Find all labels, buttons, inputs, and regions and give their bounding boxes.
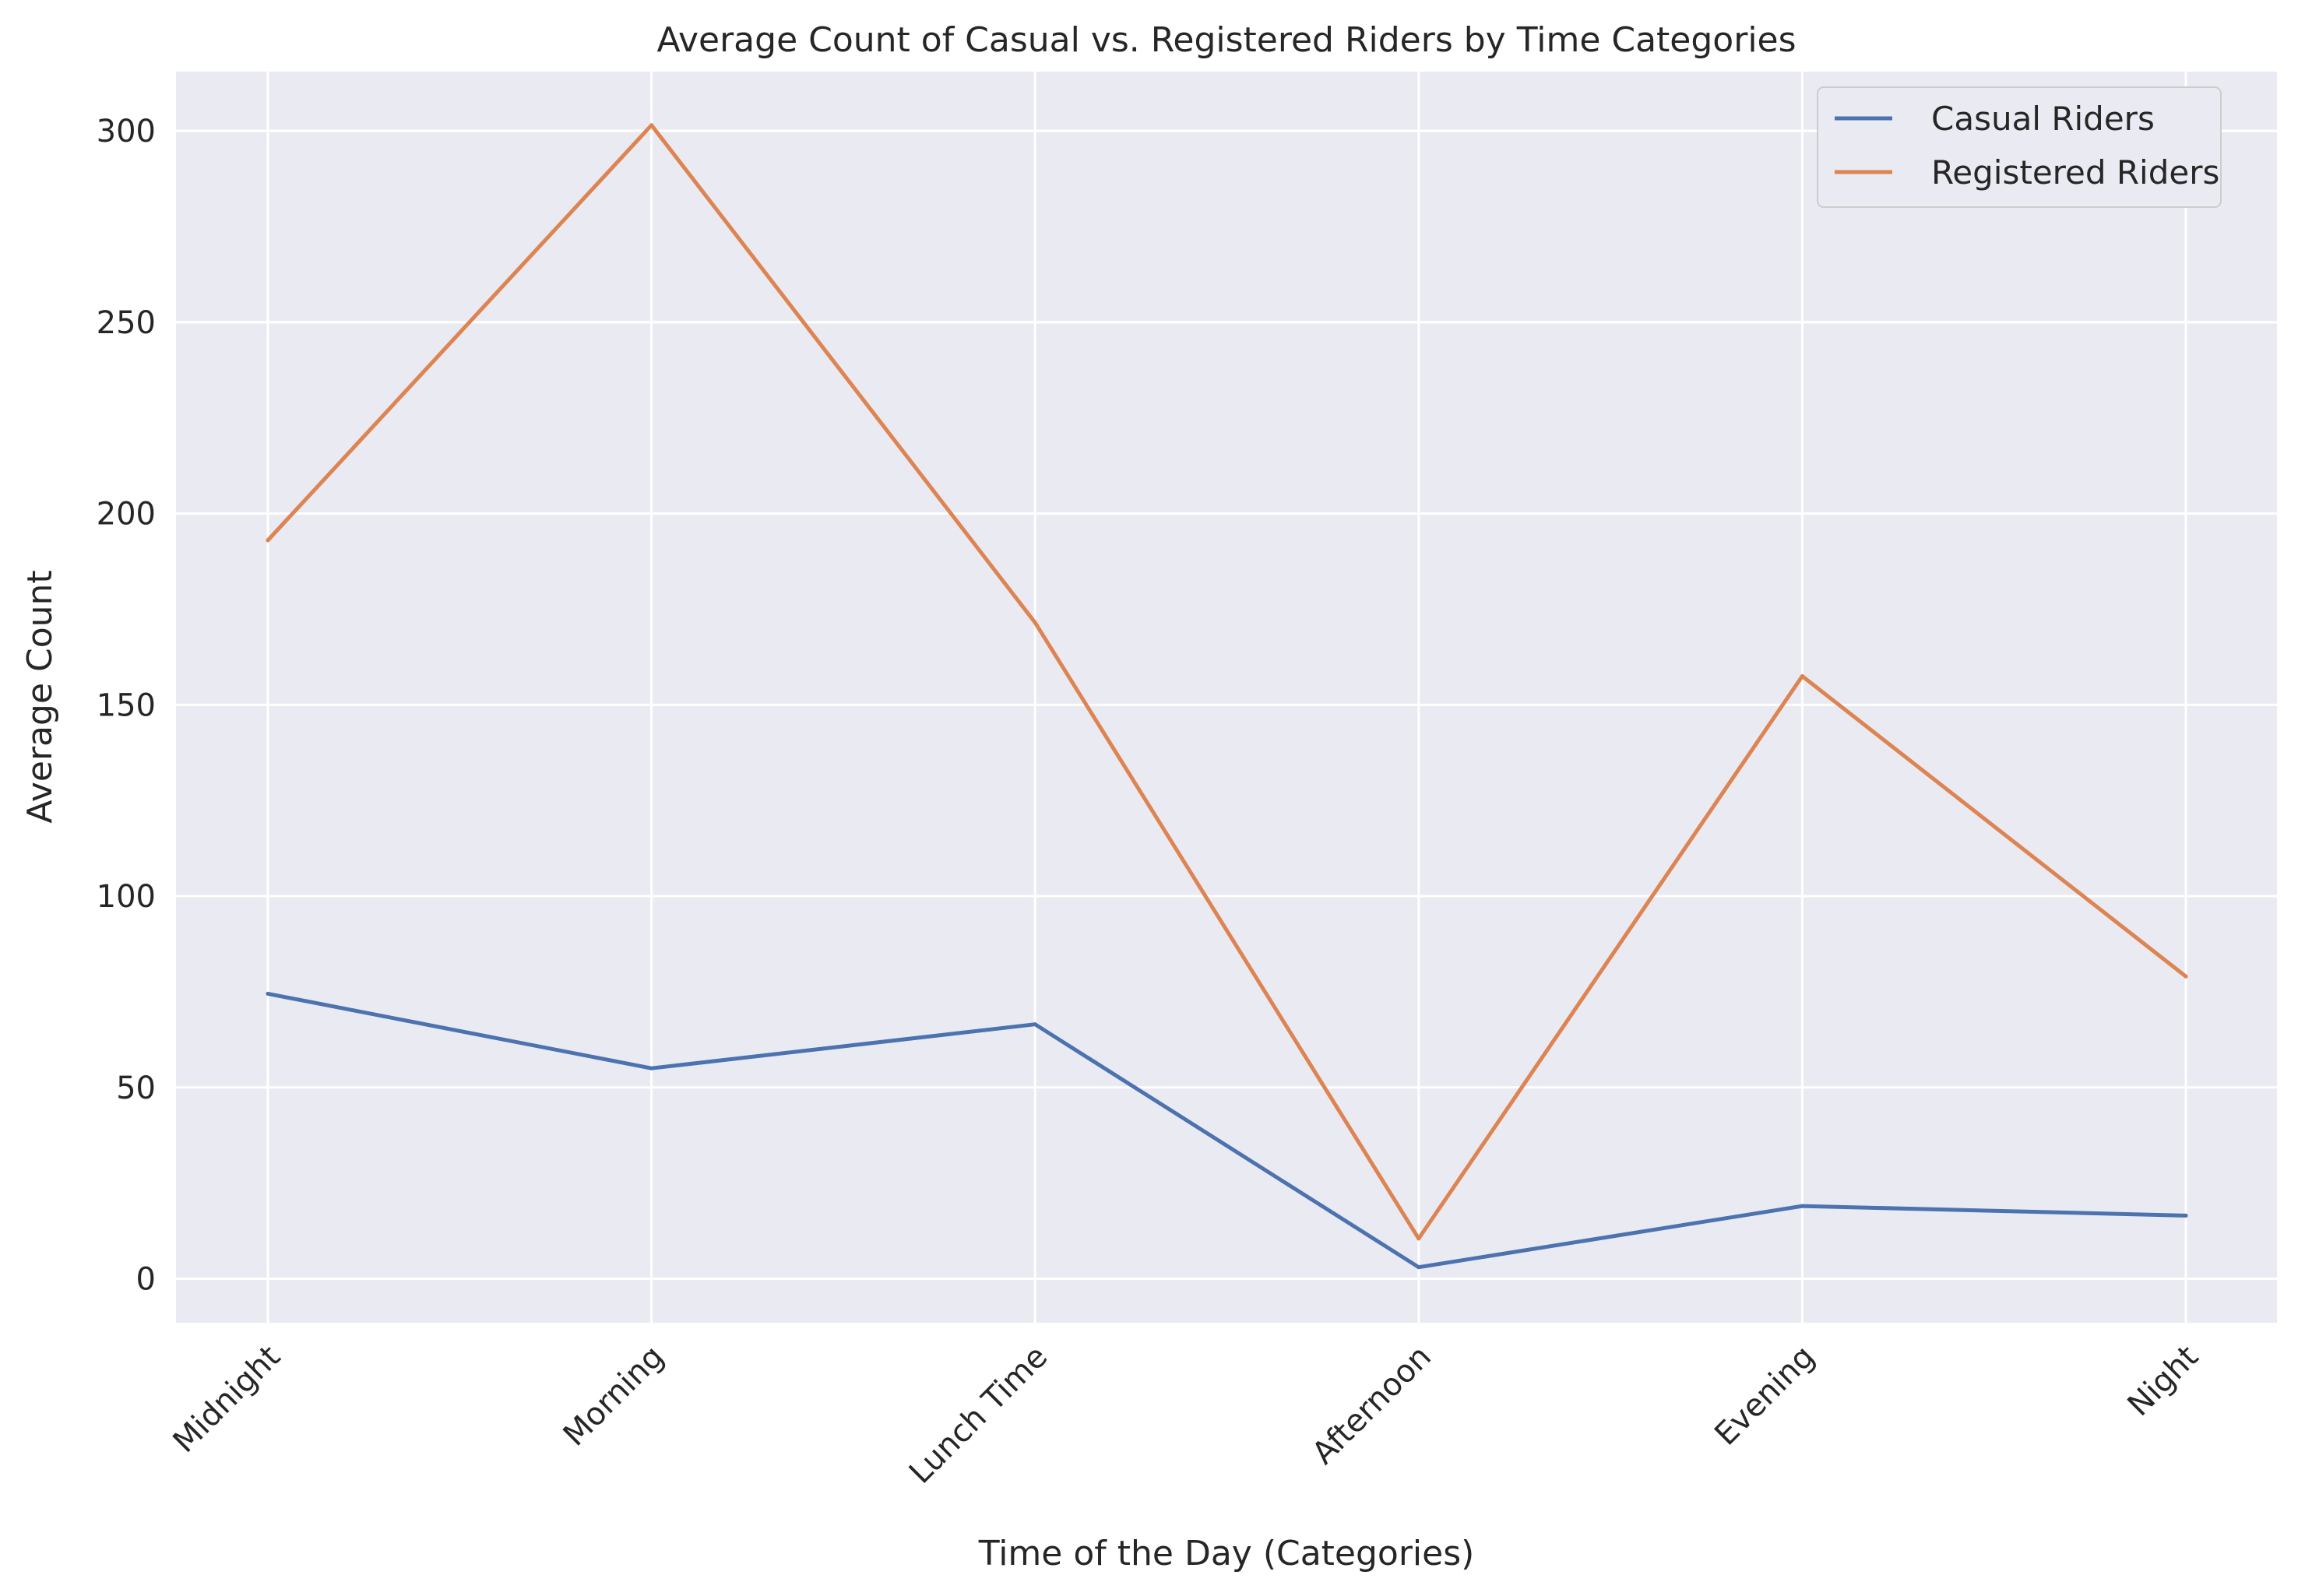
y-tick-label: 0 (136, 1261, 156, 1297)
data-point (1416, 1265, 1421, 1270)
series-line-registered (266, 123, 2188, 1241)
y-tick-label: 150 (97, 687, 156, 723)
x-tick-label: Lunch Time (903, 1339, 1054, 1491)
grid-lines (176, 72, 2277, 1323)
x-tick-label: Evening (1708, 1339, 1821, 1453)
y-tick-label: 100 (97, 879, 156, 915)
x-tick-label: Midnight (167, 1339, 287, 1460)
data-point (2184, 1213, 2188, 1218)
x-tick-label: Night (2121, 1339, 2206, 1424)
data-point (649, 1066, 654, 1070)
data-point (266, 538, 270, 543)
data-point (1800, 673, 1804, 678)
y-axis-ticks: 0 50 100 150 200 250 300 (97, 114, 156, 1297)
data-point (2184, 974, 2188, 979)
legend: Casual Riders Registered Riders (1817, 86, 2222, 208)
data-point (1416, 1236, 1421, 1241)
data-point (1033, 1022, 1037, 1027)
legend-box (1817, 86, 2222, 208)
chart-title: Average Count of Casual vs. Registered R… (656, 20, 1796, 60)
series-lines (266, 123, 2188, 1270)
y-tick-label: 50 (116, 1070, 156, 1106)
series-line-casual (266, 991, 2188, 1270)
y-axis-label: Average Count (20, 570, 60, 823)
y-tick-label: 250 (97, 305, 156, 341)
plot-area (176, 72, 2277, 1323)
legend-label-registered: Registered Riders (1931, 153, 2219, 192)
x-axis-label: Time of the Day (Categories) (978, 1534, 1475, 1573)
legend-label-casual: Casual Riders (1931, 100, 2155, 138)
x-axis-ticks: Midnight Morning Lunch Time Afternoon Evenin… (167, 1339, 2205, 1491)
y-tick-label: 200 (97, 497, 156, 533)
data-point (1800, 1204, 1804, 1208)
x-tick-label: Morning (557, 1339, 671, 1454)
x-tick-label: Afternoon (1305, 1339, 1438, 1471)
data-point (1033, 620, 1037, 625)
data-point (266, 991, 270, 996)
data-point (649, 123, 654, 128)
y-tick-label: 300 (97, 114, 156, 149)
